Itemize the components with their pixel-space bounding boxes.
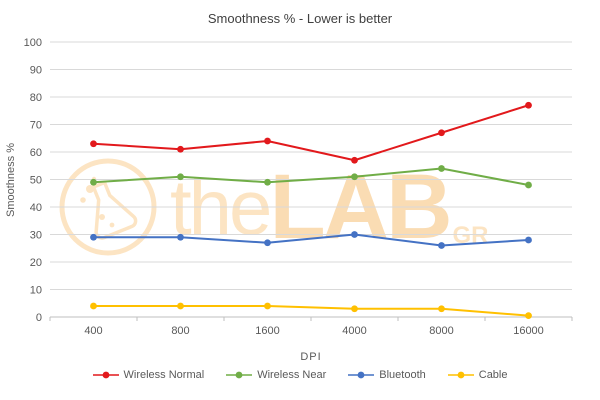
series-line-bluetooth bbox=[92, 233, 530, 247]
legend-item-wireless-normal: Wireless Normal bbox=[92, 369, 205, 381]
legend-label-wireless-near: Wireless Near bbox=[257, 369, 327, 381]
series-marker-bluetooth bbox=[177, 233, 184, 241]
legend-marker-wireless-near bbox=[226, 371, 253, 379]
y-tick-label: 10 bbox=[30, 285, 42, 297]
series-marker-bluetooth bbox=[351, 231, 358, 238]
series-line-wireless-near bbox=[92, 167, 530, 186]
series-marker-wireless-normal bbox=[525, 101, 532, 109]
x-tick-label: 800 bbox=[171, 325, 189, 337]
y-tick-label: 80 bbox=[30, 92, 42, 104]
chart-legend: Wireless Normal Wireless Near Bluetooth Cab… bbox=[0, 369, 600, 381]
series-marker-wireless-near bbox=[177, 173, 184, 181]
series-marker-cable bbox=[438, 305, 445, 313]
legend-label-bluetooth: Bluetooth bbox=[379, 369, 426, 381]
series-marker-cable bbox=[351, 305, 358, 313]
series-marker-wireless-near bbox=[90, 178, 97, 186]
x-tick-label: 400 bbox=[84, 325, 102, 337]
series-group bbox=[90, 101, 532, 320]
x-axis-group: 400 800 1600 4000 8000 16000 bbox=[49, 317, 573, 337]
series-marker-bluetooth bbox=[438, 242, 445, 249]
x-tick-label: 8000 bbox=[429, 325, 453, 337]
legend-marker-bluetooth bbox=[348, 371, 375, 379]
series-marker-wireless-normal bbox=[264, 137, 271, 145]
series-marker-bluetooth bbox=[525, 236, 532, 244]
legend-item-bluetooth: Bluetooth bbox=[348, 369, 426, 381]
x-tick-label: 16000 bbox=[513, 325, 544, 337]
series-marker-cable bbox=[525, 312, 532, 320]
series-marker-wireless-normal bbox=[351, 156, 358, 164]
series-marker-wireless-near bbox=[438, 165, 445, 172]
series-marker-wireless-near bbox=[351, 173, 358, 181]
y-tick-label: 30 bbox=[30, 230, 42, 242]
y-tick-label: 100 bbox=[24, 37, 42, 49]
series-marker-wireless-normal bbox=[90, 140, 97, 148]
series-line-wireless-normal bbox=[92, 104, 530, 162]
y-tick-label: 60 bbox=[30, 147, 42, 159]
line-chart-canvas: 0 10 20 30 40 50 60 70 80 90 100 400 800 1600 4000 800… bbox=[5, 37, 573, 363]
legend-item-cable: Cable bbox=[447, 369, 508, 381]
series-line-cable bbox=[92, 305, 530, 317]
series-marker-wireless-near bbox=[525, 181, 532, 189]
legend-item-wireless-near: Wireless Near bbox=[226, 369, 326, 381]
legend-marker-cable bbox=[447, 371, 474, 379]
legend-label-cable: Cable bbox=[478, 369, 508, 381]
series-marker-cable bbox=[177, 302, 184, 310]
y-tick-label: 90 bbox=[30, 65, 42, 77]
x-axis-title: DPI bbox=[300, 351, 321, 363]
y-tick-label: 40 bbox=[30, 202, 42, 214]
x-tick-label: 1600 bbox=[255, 325, 279, 337]
y-tick-label: 0 bbox=[36, 312, 42, 324]
series-marker-bluetooth bbox=[264, 239, 271, 247]
series-marker-cable bbox=[90, 302, 97, 310]
y-tick-label: 50 bbox=[30, 175, 42, 187]
legend-label-wireless-normal: Wireless Normal bbox=[123, 369, 205, 381]
series-marker-cable bbox=[264, 302, 271, 310]
series-marker-wireless-normal bbox=[438, 129, 445, 137]
legend-marker-wireless-normal bbox=[92, 371, 119, 379]
series-marker-wireless-normal bbox=[177, 145, 184, 153]
series-marker-wireless-near bbox=[264, 178, 271, 186]
x-tick-label: 4000 bbox=[342, 325, 366, 337]
chart-title: Smoothness % - Lower is better bbox=[207, 11, 393, 26]
y-tick-label: 20 bbox=[30, 257, 42, 269]
y-tick-label: 70 bbox=[30, 120, 42, 132]
series-marker-bluetooth bbox=[90, 233, 97, 241]
y-axis-title: Smoothness % bbox=[5, 143, 17, 217]
